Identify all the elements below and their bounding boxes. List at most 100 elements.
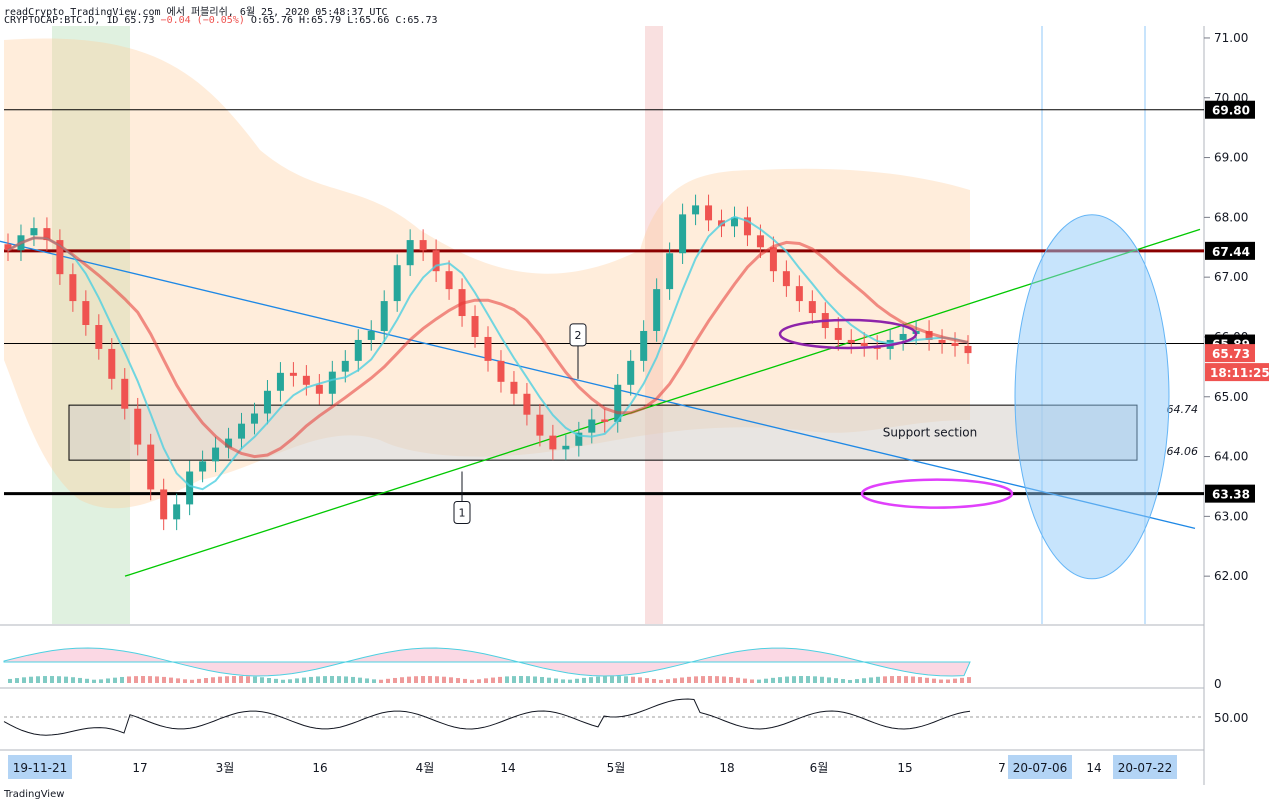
histogram-bar xyxy=(904,676,908,683)
x-tick-label: 4월 xyxy=(416,761,435,775)
histogram-bar xyxy=(666,679,670,683)
rsi-line xyxy=(3,698,971,736)
histogram-bar xyxy=(883,676,887,683)
price-label-box xyxy=(1205,100,1255,119)
candle-body xyxy=(173,504,181,520)
x-tick-label: 7 xyxy=(998,761,1006,775)
support-section: Support section 64.74 64.06 xyxy=(68,403,1199,461)
histogram-bar xyxy=(64,676,68,683)
candle-body xyxy=(121,378,129,409)
histogram-bar xyxy=(918,677,922,683)
histogram-bar xyxy=(253,676,257,683)
x-tick-label: 16 xyxy=(312,761,327,775)
candle-body xyxy=(666,253,674,290)
candle-body xyxy=(964,345,972,354)
oscillator-area xyxy=(3,647,971,677)
y-tick-label: 64.00 xyxy=(1214,450,1248,464)
candle-body xyxy=(743,217,751,236)
candle-body xyxy=(276,372,284,391)
price-label: 65.73 xyxy=(1212,347,1250,361)
histogram-bar xyxy=(260,677,264,683)
x-label-box xyxy=(1008,755,1072,779)
histogram-bar xyxy=(141,676,145,683)
candle-body xyxy=(134,408,142,445)
countdown-box xyxy=(1205,363,1269,382)
candle-body xyxy=(69,274,77,302)
histogram-bar xyxy=(197,678,201,683)
histogram-bar xyxy=(281,679,285,683)
histogram-bar xyxy=(211,677,215,683)
histogram-bar xyxy=(183,679,187,683)
histogram-bar xyxy=(36,676,40,683)
histogram-bar xyxy=(806,676,810,683)
candle-body xyxy=(692,205,700,215)
histogram-bar xyxy=(603,676,607,683)
histogram-bar xyxy=(218,676,222,683)
candle-body xyxy=(860,342,868,346)
x-tick-label: 3월 xyxy=(216,761,235,775)
histogram-bar xyxy=(498,676,502,683)
candle-body xyxy=(43,228,51,241)
candle-body xyxy=(328,371,336,394)
histogram-bar xyxy=(533,676,537,683)
countdown-label: 18:11:25 xyxy=(1210,366,1270,380)
histogram-bar xyxy=(778,677,782,683)
candle-body xyxy=(212,447,220,462)
y-tick-label: 68.00 xyxy=(1214,210,1248,224)
x-tick-label: 14 xyxy=(1086,761,1101,775)
x-tick-label: 14 xyxy=(500,761,515,775)
callout-box xyxy=(569,323,587,347)
x-label-box xyxy=(8,755,72,779)
candle-body xyxy=(4,244,12,251)
histogram-bar xyxy=(792,676,796,683)
histogram-bar xyxy=(379,679,383,683)
histogram-bar xyxy=(71,677,75,683)
candle-body xyxy=(367,330,375,340)
histogram-bar xyxy=(652,678,656,683)
consolidation-ellipse xyxy=(778,318,918,350)
candle-body xyxy=(238,423,246,439)
candle-body xyxy=(938,339,946,343)
histogram-bar xyxy=(344,676,348,683)
histogram-bar xyxy=(757,679,761,683)
histogram-bar xyxy=(631,676,635,683)
histogram-bar xyxy=(743,678,747,683)
candle-body xyxy=(497,360,505,382)
candle-body xyxy=(679,214,687,254)
grid-lines xyxy=(0,26,1205,785)
candle-body xyxy=(847,339,855,343)
histogram-bar xyxy=(43,676,47,683)
histogram-bar xyxy=(701,676,705,683)
y-tick-label: 65.00 xyxy=(1214,390,1248,404)
histogram-bar xyxy=(610,676,614,683)
histogram-bar xyxy=(722,676,726,683)
histogram-bar xyxy=(421,676,425,683)
histogram-bar xyxy=(869,677,873,683)
histogram-bar xyxy=(505,676,509,683)
forecast-ellipse xyxy=(1014,214,1170,580)
histogram-bar xyxy=(967,677,971,683)
tradingview-logo: TradingView xyxy=(4,789,65,800)
time-axis: 19-11-21 17 3월 16 4월 14 5월 18 6월 15 7 20-07-06 14 20-… xyxy=(8,755,1177,779)
histogram-bar xyxy=(596,676,600,683)
histogram-bar xyxy=(323,676,327,683)
histogram-bar xyxy=(358,677,362,683)
price-label-box xyxy=(1205,241,1255,260)
histogram-bar xyxy=(624,676,628,683)
histogram-bar xyxy=(673,678,677,683)
candle-body xyxy=(705,205,713,221)
x-tick-label: 19-11-21 xyxy=(13,761,67,775)
histogram-bar xyxy=(715,676,719,683)
histogram-bar xyxy=(540,676,544,683)
histogram-bar xyxy=(568,679,572,683)
histogram-bar xyxy=(8,678,12,683)
histogram-bar xyxy=(750,679,754,683)
histogram-bar xyxy=(232,676,236,683)
support-upper-value: 64.74 xyxy=(1167,403,1199,416)
ohlc-label: O:65.76 H:65.79 L:65.66 C:65.73 xyxy=(250,15,438,26)
histogram-bar xyxy=(400,677,404,683)
candle-body xyxy=(808,301,816,314)
histogram-bar xyxy=(246,676,250,683)
price-label: 69.80 xyxy=(1212,104,1250,118)
